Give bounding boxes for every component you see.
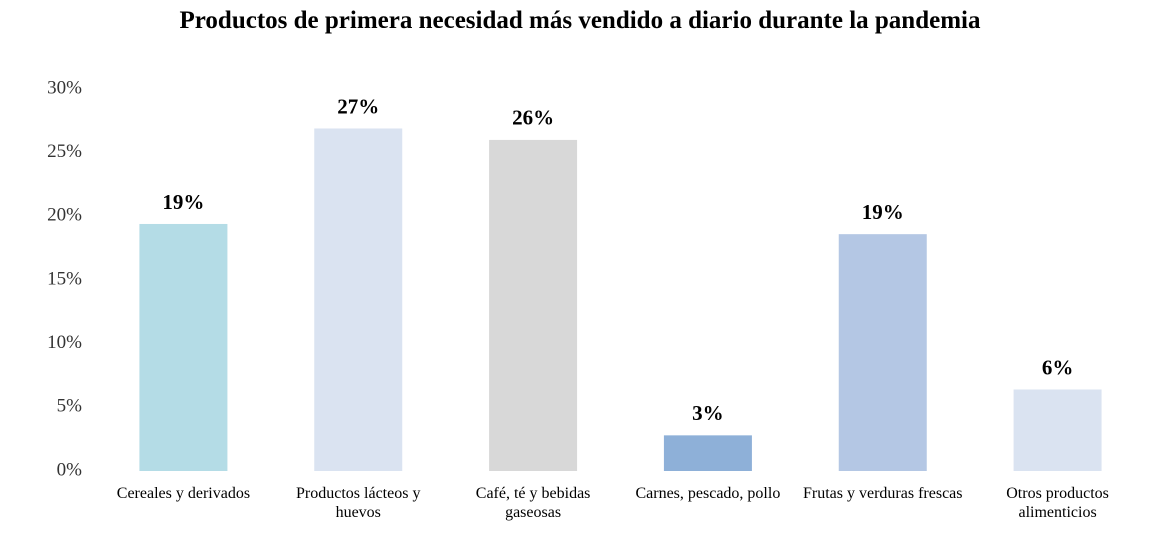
chart-title: Productos de primera necesidad más vendi…	[179, 7, 981, 34]
x-tick-label: Productos lácteos y huevos	[296, 485, 421, 521]
x-tick-label: Carnes, pescado, pollo	[635, 485, 781, 502]
y-tick-label: 5%	[57, 396, 83, 417]
y-tick-label: 30%	[47, 77, 82, 98]
data-label: 19%	[862, 200, 904, 224]
y-tick-label: 25%	[47, 141, 82, 162]
data-label: 19%	[162, 190, 204, 214]
y-tick-label: 15%	[47, 268, 82, 289]
x-tick-label: Café, té y bebidas gaseosas	[475, 485, 591, 521]
x-tick-label: Cereales y derivados	[116, 485, 251, 502]
data-label: 3%	[692, 401, 724, 425]
bar	[1013, 389, 1102, 471]
data-label: 27%	[337, 94, 379, 118]
bar	[139, 223, 228, 471]
data-label: 6%	[1042, 355, 1074, 379]
x-tick-label: Frutas y verduras frescas	[803, 485, 963, 502]
y-tick-label: 20%	[47, 205, 82, 226]
y-tick-label: 0%	[57, 459, 83, 480]
y-tick-label: 10%	[47, 332, 82, 353]
bar	[838, 234, 927, 471]
bar	[314, 128, 403, 471]
data-label: 26%	[512, 106, 554, 130]
bar	[489, 139, 578, 471]
bar	[663, 435, 752, 471]
x-tick-label: Otros productos alimenticios	[1006, 485, 1109, 521]
